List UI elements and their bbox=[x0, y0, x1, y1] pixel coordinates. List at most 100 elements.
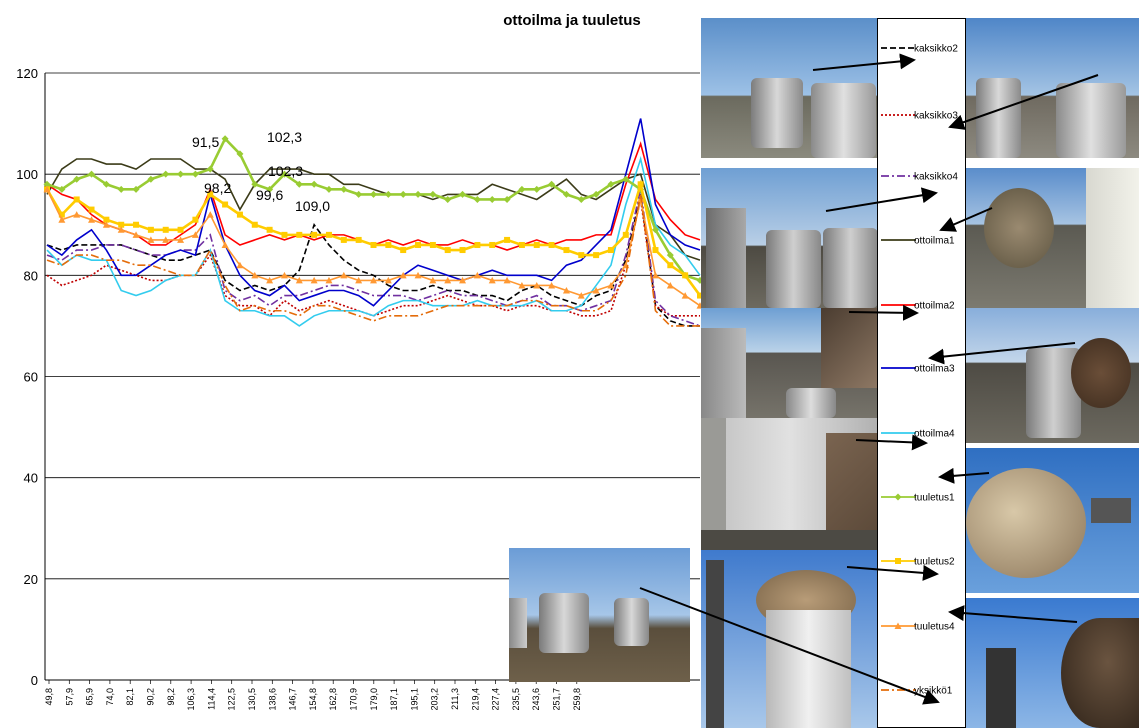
point-tuuletus4 bbox=[236, 261, 244, 269]
point-tuuletus1 bbox=[280, 170, 288, 178]
point-tuuletus4 bbox=[370, 276, 377, 284]
point-tuuletus1 bbox=[370, 190, 377, 198]
x-tick-label: 130,5 bbox=[247, 688, 257, 711]
point-tuuletus1 bbox=[251, 180, 259, 188]
point-tuuletus4 bbox=[681, 292, 689, 299]
x-tick-label: 179,0 bbox=[369, 688, 379, 711]
point-tuuletus2 bbox=[652, 247, 659, 254]
point-tuuletus1 bbox=[384, 190, 392, 198]
point-tuuletus2 bbox=[147, 226, 154, 233]
point-tuuletus1 bbox=[444, 195, 452, 203]
x-tick-label: 243,6 bbox=[531, 688, 541, 711]
point-tuuletus2 bbox=[58, 211, 65, 218]
point-tuuletus4 bbox=[444, 276, 452, 284]
point-tuuletus2 bbox=[667, 262, 674, 269]
point-tuuletus4 bbox=[592, 287, 600, 294]
point-tuuletus1 bbox=[414, 190, 422, 198]
y-tick-label: 40 bbox=[24, 471, 38, 486]
point-tuuletus4 bbox=[251, 271, 259, 279]
point-tuuletus2 bbox=[563, 247, 570, 254]
point-tuuletus1 bbox=[162, 170, 170, 178]
point-tuuletus4 bbox=[206, 211, 214, 218]
data-label: 109,0 bbox=[295, 198, 330, 214]
point-tuuletus1 bbox=[132, 185, 140, 193]
series-line-kaksikko2 bbox=[46, 194, 700, 327]
point-tuuletus2 bbox=[192, 216, 199, 223]
point-tuuletus2 bbox=[578, 252, 585, 259]
point-tuuletus4 bbox=[518, 281, 526, 289]
annotations: 91,5 102,3 102,3 98,2 99,6 109,0 bbox=[192, 129, 330, 214]
site-photo-3 bbox=[701, 168, 878, 308]
point-tuuletus1 bbox=[88, 170, 96, 178]
series-line-kaksikko4 bbox=[46, 189, 701, 327]
point-tuuletus2 bbox=[622, 231, 629, 238]
point-tuuletus2 bbox=[118, 221, 125, 228]
point-tuuletus4 bbox=[355, 276, 363, 284]
x-tick-label: 187,1 bbox=[389, 688, 399, 711]
point-tuuletus2 bbox=[429, 241, 436, 248]
site-photo-1 bbox=[701, 18, 878, 158]
point-tuuletus4 bbox=[43, 185, 51, 193]
site-photo-8 bbox=[966, 448, 1139, 593]
x-tick-label: 138,6 bbox=[267, 688, 277, 711]
x-tick-label: 74,0 bbox=[105, 688, 115, 706]
point-tuuletus1 bbox=[266, 185, 274, 193]
x-axis: 49,8 57,9 65,9 74,0 82,1 90,2 98,2 106,3 114,4 12… bbox=[44, 679, 700, 711]
point-tuuletus4 bbox=[221, 241, 229, 248]
point-tuuletus4 bbox=[666, 281, 674, 289]
point-tuuletus4 bbox=[191, 231, 199, 238]
point-tuuletus4 bbox=[325, 276, 333, 284]
data-label: 102,3 bbox=[267, 129, 302, 145]
point-tuuletus1 bbox=[102, 180, 110, 188]
site-photo-4 bbox=[966, 168, 1139, 308]
site-photo-11 bbox=[509, 548, 690, 682]
point-tuuletus1 bbox=[295, 180, 303, 188]
point-tuuletus2 bbox=[518, 241, 525, 248]
point-tuuletus4 bbox=[147, 236, 155, 243]
point-tuuletus1 bbox=[340, 185, 348, 193]
x-tick-label: 211,3 bbox=[450, 688, 460, 710]
x-tick-label: 203,2 bbox=[430, 688, 440, 711]
point-tuuletus4 bbox=[488, 276, 496, 284]
point-tuuletus4 bbox=[548, 281, 556, 289]
point-tuuletus2 bbox=[88, 206, 95, 213]
x-tick-label: 98,2 bbox=[166, 688, 176, 706]
point-tuuletus2 bbox=[236, 211, 243, 218]
point-tuuletus2 bbox=[251, 221, 258, 228]
data-label: 102,3 bbox=[268, 163, 303, 179]
x-tick-label: 259,8 bbox=[572, 688, 582, 711]
point-tuuletus4 bbox=[102, 221, 110, 228]
point-tuuletus4 bbox=[429, 276, 437, 284]
y-tick-label: 120 bbox=[16, 66, 38, 81]
site-photo-7 bbox=[701, 418, 878, 550]
series-lines bbox=[43, 118, 704, 327]
point-tuuletus1 bbox=[43, 180, 51, 188]
x-tick-label: 114,4 bbox=[206, 688, 216, 710]
y-tick-label: 80 bbox=[24, 268, 38, 283]
x-tick-label: 122,5 bbox=[227, 688, 237, 711]
point-tuuletus2 bbox=[266, 226, 273, 233]
point-tuuletus2 bbox=[222, 201, 229, 208]
data-label: 99,6 bbox=[256, 187, 283, 203]
point-tuuletus2 bbox=[103, 216, 110, 223]
x-tick-label: 235,5 bbox=[511, 688, 521, 711]
point-tuuletus2 bbox=[697, 292, 703, 299]
point-tuuletus1 bbox=[206, 165, 214, 173]
point-tuuletus4 bbox=[607, 281, 615, 289]
x-tick-label: 227,4 bbox=[491, 688, 501, 711]
point-tuuletus4 bbox=[295, 276, 303, 284]
legend bbox=[877, 18, 966, 728]
site-photo-5 bbox=[701, 308, 878, 418]
point-tuuletus4 bbox=[73, 211, 81, 218]
x-tick-label: 49,8 bbox=[44, 688, 54, 706]
chart-title: ottoilma ja tuuletus bbox=[503, 12, 641, 29]
point-tuuletus2 bbox=[207, 191, 214, 198]
point-tuuletus1 bbox=[518, 185, 526, 193]
x-tick-label: 106,3 bbox=[186, 688, 196, 711]
x-tick-label: 82,1 bbox=[125, 688, 135, 706]
point-tuuletus4 bbox=[414, 271, 422, 279]
point-tuuletus2 bbox=[177, 226, 184, 233]
point-tuuletus1 bbox=[310, 180, 318, 188]
point-tuuletus2 bbox=[474, 241, 481, 248]
point-tuuletus1 bbox=[191, 170, 199, 178]
